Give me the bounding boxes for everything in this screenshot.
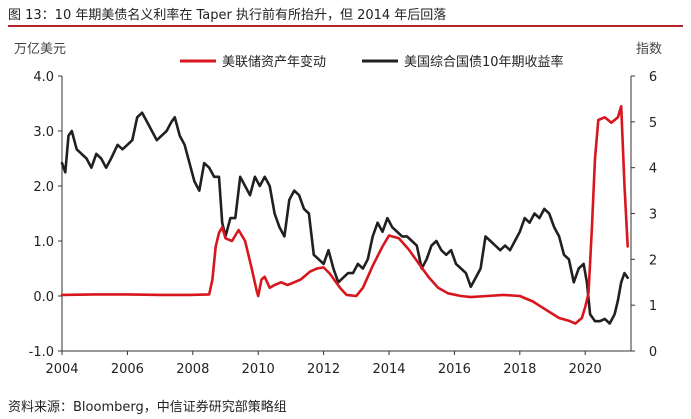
x-tick-label: 2006 xyxy=(111,362,144,377)
right-tick-label: 6 xyxy=(649,70,657,85)
axes: -1.0 0.0 1.0 2.0 3.0 4.0 0 1 2 3 4 5 6 2004 2006 2008 20… xyxy=(29,70,658,377)
left-axis-unit: 万亿美元 xyxy=(14,42,66,57)
x-tick-label: 2008 xyxy=(176,362,209,377)
source-note: 资料来源：Bloomberg，中信证券研究部策略组 xyxy=(8,400,287,415)
legend-label-0: 美联储资产年变动 xyxy=(222,54,326,70)
series-line-1 xyxy=(60,111,629,325)
legend: 美联储资产年变动 美国综合国债10年期收益率 xyxy=(180,54,564,70)
x-tick-label: 2018 xyxy=(503,362,536,377)
x-tick-label: 2012 xyxy=(307,362,340,377)
title-rule xyxy=(8,25,683,27)
right-tick-label: 4 xyxy=(649,162,657,177)
x-tick-label: 2004 xyxy=(45,362,78,377)
right-axis-unit: 指数 xyxy=(636,42,662,57)
left-tick-label: 4.0 xyxy=(33,70,54,85)
right-tick-label: 1 xyxy=(649,299,657,314)
x-tick-label: 2016 xyxy=(438,362,471,377)
right-tick-label: 0 xyxy=(649,345,657,360)
x-tick-label: 2010 xyxy=(242,362,275,377)
left-tick-label: 2.0 xyxy=(33,180,54,195)
right-tick-label: 2 xyxy=(649,253,657,268)
line-chart: 万亿美元 指数 -1.0 0.0 1.0 2.0 3.0 4.0 0 1 2 3 4 5 6 2004 20… xyxy=(14,42,662,377)
right-tick-label: 3 xyxy=(649,208,657,223)
series-layer xyxy=(60,105,629,325)
x-tick-label: 2020 xyxy=(569,362,602,377)
left-tick-label: 1.0 xyxy=(33,235,54,250)
right-tick-label: 5 xyxy=(649,116,657,131)
series-line-0 xyxy=(60,105,629,325)
x-tick-label: 2014 xyxy=(372,362,405,377)
chart-title: 图 13：10 年期美债名义利率在 Taper 执行前有所抬升，但 2014 年… xyxy=(8,8,447,23)
left-tick-label: -1.0 xyxy=(29,345,54,360)
legend-label-1: 美国综合国债10年期收益率 xyxy=(404,54,564,70)
left-tick-label: 0.0 xyxy=(33,290,54,305)
left-tick-label: 3.0 xyxy=(33,125,54,140)
